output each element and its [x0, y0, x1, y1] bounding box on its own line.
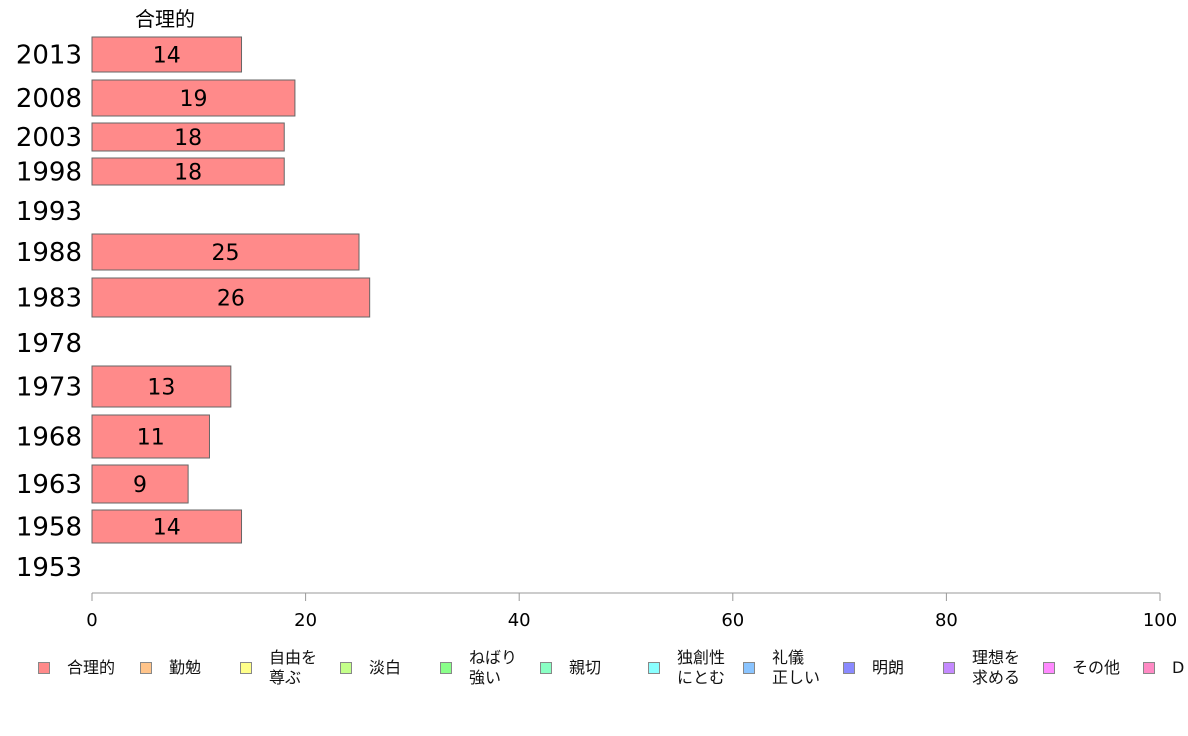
- category-label: 1978: [16, 329, 82, 359]
- legend-item: 自由を 尊ぶ: [240, 645, 317, 691]
- legend-item: D: [1143, 645, 1184, 691]
- legend-item: 独創性 にとむ: [648, 645, 725, 691]
- legend-swatch: [38, 662, 50, 674]
- bar: [91, 157, 285, 186]
- legend-swatch: [1143, 662, 1155, 674]
- category-label: 2013: [16, 41, 82, 71]
- legend-item: 礼儀 正しい: [743, 645, 820, 691]
- legend-label: 親切: [569, 658, 602, 677]
- data-label: 18: [174, 126, 202, 151]
- bar: [91, 79, 296, 117]
- bar: [91, 36, 243, 73]
- category-label: 2003: [16, 123, 82, 153]
- category-label: 1988: [16, 238, 82, 268]
- bar: [91, 277, 371, 318]
- legend-item: 親切: [540, 645, 601, 691]
- category-label: 1973: [16, 373, 82, 403]
- category-label: 1953: [16, 553, 82, 583]
- legend-label: D: [1172, 658, 1185, 677]
- category-label: 1963: [16, 470, 82, 500]
- legend-swatch: [1043, 662, 1055, 674]
- x-tick-label: 100: [1143, 610, 1177, 631]
- legend-swatch: [843, 662, 855, 674]
- legend-label: 淡白: [369, 658, 402, 677]
- legend-item: 淡白: [340, 645, 401, 691]
- legend-label: 勤勉: [169, 658, 202, 677]
- data-label: 25: [212, 241, 240, 266]
- legend-label: 明朗: [872, 658, 905, 677]
- data-label: 11: [137, 426, 165, 451]
- legend-swatch: [743, 662, 755, 674]
- legend-label: 独創性 にとむ: [677, 648, 726, 687]
- x-tick-label: 20: [294, 610, 317, 631]
- bar: [91, 122, 285, 152]
- bar: [91, 509, 243, 544]
- legend-swatch: [943, 662, 955, 674]
- legend-label: 礼儀 正しい: [772, 648, 821, 687]
- legend: 合理的 勤勉 自由を 尊ぶ 淡白 ねばり 強い 親切 独創性 にとむ 礼儀 正しい 明朗 理想を …: [38, 645, 1188, 691]
- legend-item: その他: [1043, 645, 1120, 691]
- bar: [91, 233, 360, 271]
- legend-swatch: [140, 662, 152, 674]
- data-label: 13: [147, 376, 175, 401]
- data-label: 26: [217, 287, 245, 312]
- x-tick-label: 40: [508, 610, 531, 631]
- legend-label: 合理的: [67, 658, 116, 677]
- bar: [91, 414, 210, 459]
- category-label: 1958: [16, 513, 82, 543]
- bar: [91, 365, 232, 408]
- legend-label: 自由を 尊ぶ: [269, 648, 318, 687]
- x-tick-label: 60: [721, 610, 744, 631]
- legend-item: 勤勉: [140, 645, 201, 691]
- legend-item: 理想を 求める: [943, 645, 1020, 691]
- x-tick-label: 80: [935, 610, 958, 631]
- legend-label: その他: [1072, 658, 1121, 677]
- legend-swatch: [648, 662, 660, 674]
- category-label: 2008: [16, 84, 82, 114]
- category-label: 1998: [16, 158, 82, 188]
- legend-swatch: [340, 662, 352, 674]
- data-label: 14: [153, 516, 181, 541]
- legend-label: ねばり 強い: [469, 648, 518, 687]
- x-tick-label: 0: [86, 610, 97, 631]
- legend-label: 理想を 求める: [972, 648, 1021, 687]
- category-label: 1993: [16, 197, 82, 227]
- bar: [91, 464, 189, 504]
- data-label: 18: [174, 161, 202, 186]
- legend-item: 明朗: [843, 645, 904, 691]
- legend-item: ねばり 強い: [440, 645, 517, 691]
- legend-swatch: [540, 662, 552, 674]
- category-label: 1983: [16, 284, 82, 314]
- legend-item: 合理的: [38, 645, 115, 691]
- data-label: 14: [153, 44, 181, 69]
- legend-swatch: [440, 662, 452, 674]
- category-label: 1968: [16, 423, 82, 453]
- legend-swatch: [240, 662, 252, 674]
- series-label: 合理的: [135, 7, 195, 31]
- data-label: 19: [179, 87, 207, 112]
- data-label: 9: [133, 473, 147, 498]
